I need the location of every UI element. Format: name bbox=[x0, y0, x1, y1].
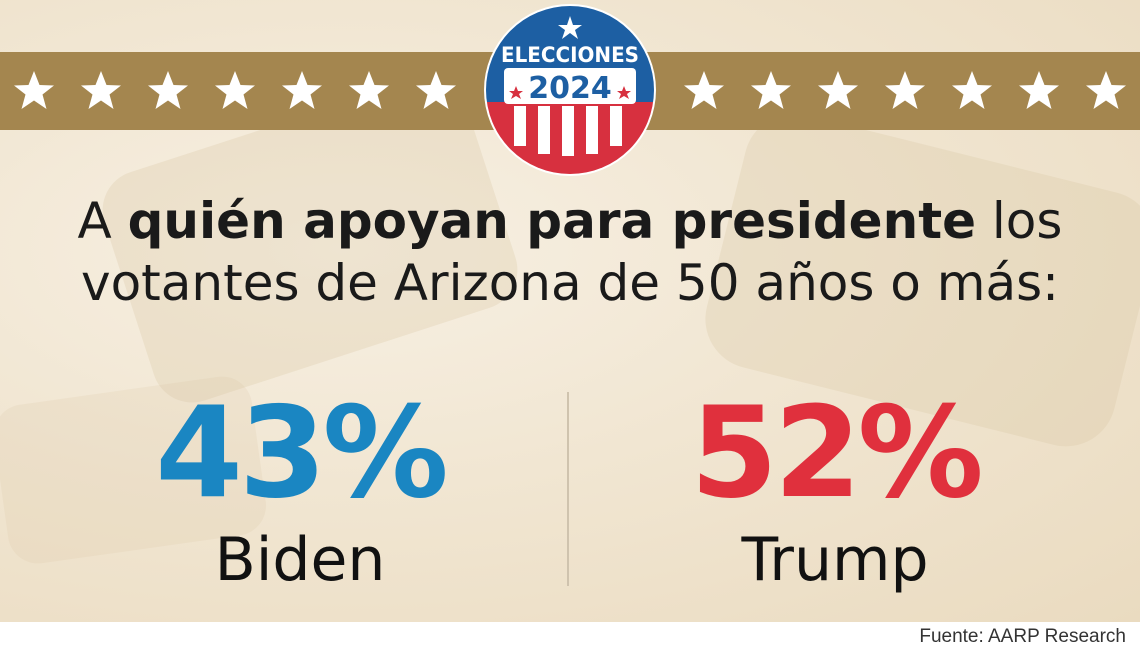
infographic-canvas: ELECCIONES 2024 A quién apoyan para pres… bbox=[0, 0, 1140, 622]
result-candidate: Biden bbox=[214, 525, 386, 595]
star-icon bbox=[883, 69, 927, 113]
result-candidate: Trump bbox=[741, 525, 929, 595]
star-icon bbox=[816, 69, 860, 113]
star-icon bbox=[347, 69, 391, 113]
headline-line-2: votantes de Arizona de 50 años o más: bbox=[80, 254, 1060, 312]
star-icon bbox=[749, 69, 793, 113]
star-icon bbox=[280, 69, 324, 113]
badge-star-icon bbox=[558, 16, 582, 39]
result-biden: 43% Biden bbox=[90, 378, 510, 598]
result-percent: 43% bbox=[155, 379, 449, 526]
star-row-left bbox=[0, 52, 470, 130]
badge-year: 2024 bbox=[528, 71, 612, 106]
headline: A quién apoyan para presidente los votan… bbox=[0, 190, 1140, 314]
headline-text-end: los bbox=[976, 192, 1063, 250]
results-divider bbox=[567, 392, 569, 586]
star-icon bbox=[12, 69, 56, 113]
star-icon bbox=[146, 69, 190, 113]
star-icon bbox=[1084, 69, 1128, 113]
star-icon bbox=[414, 69, 458, 113]
badge-star-icon bbox=[617, 86, 631, 99]
badge-title: ELECCIONES bbox=[501, 43, 639, 67]
star-row-right bbox=[670, 52, 1140, 130]
result-percent: 52% bbox=[690, 379, 984, 526]
star-icon bbox=[213, 69, 257, 113]
headline-text-start: A bbox=[77, 192, 128, 250]
source-credit: Fuente: AARP Research bbox=[919, 626, 1126, 647]
star-icon bbox=[950, 69, 994, 113]
badge-star-icon bbox=[509, 86, 523, 99]
star-icon bbox=[1017, 69, 1061, 113]
elecciones-badge: ELECCIONES 2024 bbox=[486, 6, 654, 174]
headline-text-bold: quién apoyan para presidente bbox=[127, 192, 977, 250]
star-icon bbox=[682, 69, 726, 113]
star-icon bbox=[79, 69, 123, 113]
headline-line-1: A quién apoyan para presidente los bbox=[0, 190, 1140, 252]
result-trump: 52% Trump bbox=[625, 378, 1045, 598]
